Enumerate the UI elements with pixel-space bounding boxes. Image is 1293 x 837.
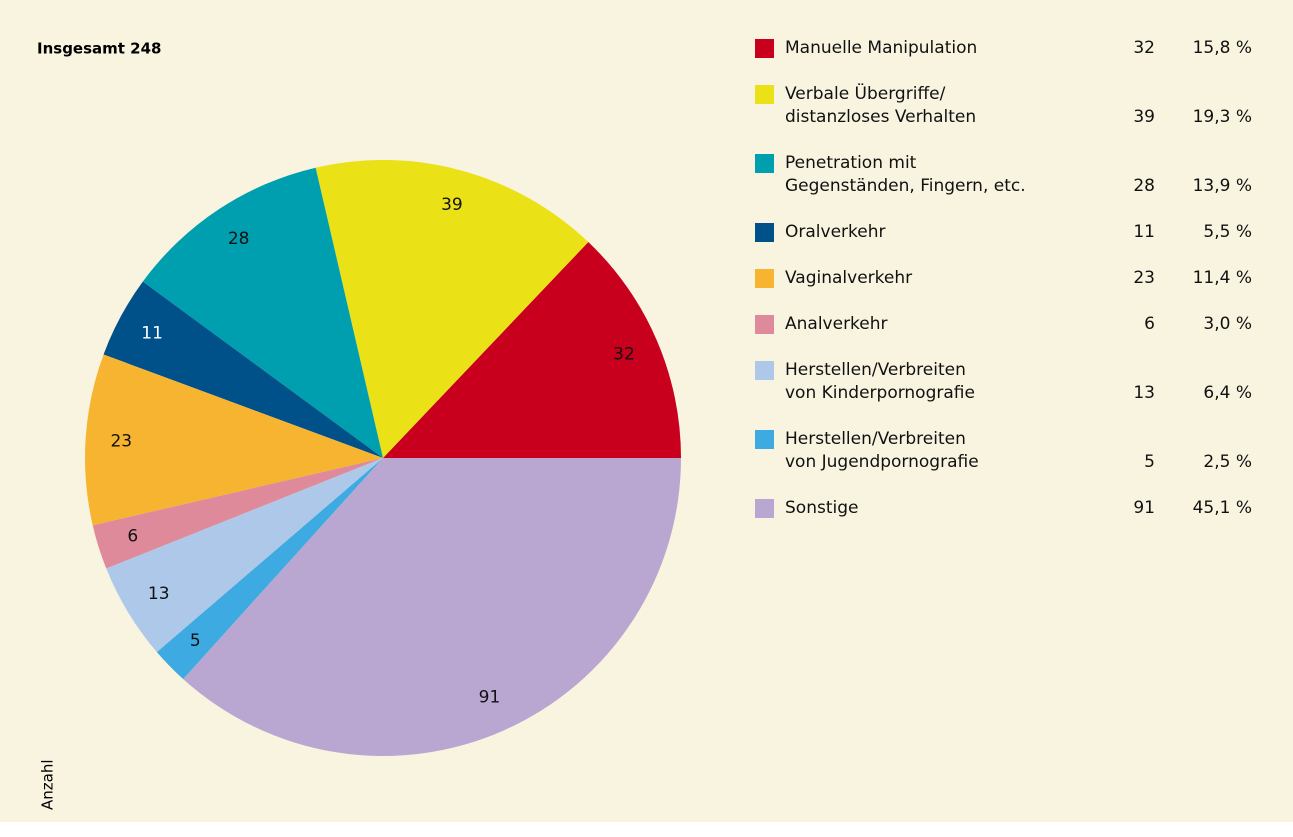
legend-item: Oralverkehr 11 5,5 %: [755, 221, 1265, 244]
legend-swatch: [755, 499, 774, 518]
slice-label: 5: [190, 631, 201, 651]
legend-count: 13: [1133, 383, 1155, 403]
legend-swatch: [755, 315, 774, 334]
legend-swatch: [755, 430, 774, 449]
legend-swatch: [755, 361, 774, 380]
slice-label: 28: [228, 229, 250, 249]
legend-count: 28: [1133, 176, 1155, 196]
legend-label: Sonstige: [785, 498, 859, 518]
legend-count: 23: [1133, 268, 1155, 288]
legend-percentage: 3,0 %: [1203, 314, 1252, 334]
legend-item: Manuelle Manipulation 32 15,8 %: [755, 37, 1265, 60]
legend-swatch: [755, 154, 774, 173]
axis-label: Anzahl: [39, 759, 57, 810]
pie-slice: [142, 167, 383, 459]
legend-swatch: [755, 85, 774, 104]
pie-slice: [85, 354, 384, 526]
legend-percentage: 15,8 %: [1192, 38, 1252, 58]
legend-percentage: 13,9 %: [1192, 176, 1252, 196]
legend-label: Herstellen/Verbreiten von Jugendpornogra…: [785, 429, 979, 472]
legend-item: Verbale Übergriffe/ distanzloses Verhalt…: [755, 83, 1265, 129]
slice-label: 13: [148, 584, 170, 604]
legend-item: Penetration mit Gegenständen, Fingern, e…: [755, 152, 1265, 198]
slice-label: 11: [141, 324, 163, 344]
legend-label: Vaginalverkehr: [785, 268, 913, 288]
legend-swatch: [755, 269, 774, 288]
legend-label: Analverkehr: [785, 314, 888, 334]
legend-percentage: 6,4 %: [1203, 383, 1252, 403]
legend-label: Oralverkehr: [785, 222, 886, 242]
legend-percentage: 45,1 %: [1192, 498, 1252, 518]
legend-count: 32: [1133, 38, 1155, 58]
legend-swatch: [755, 39, 774, 58]
legend-percentage: 5,5 %: [1203, 222, 1252, 242]
pie-slice: [183, 458, 681, 757]
legend-count: 5: [1144, 452, 1155, 472]
legend-label: Penetration mit Gegenständen, Fingern, e…: [785, 153, 1026, 196]
legend-percentage: 11,4 %: [1192, 268, 1252, 288]
legend-label: Verbale Übergriffe/ distanzloses Verhalt…: [785, 84, 977, 127]
legend-item: Analverkehr 6 3,0 %: [755, 313, 1265, 336]
legend-label: Manuelle Manipulation: [785, 38, 978, 58]
slice-label: 23: [110, 431, 132, 451]
pie-slice: [103, 281, 383, 458]
legend-item: Herstellen/Verbreiten von Jugendpornogra…: [755, 428, 1265, 474]
slice-label: 39: [441, 195, 463, 215]
pie-slice: [106, 458, 383, 653]
pie-slice: [315, 160, 589, 459]
legend-item: Sonstige 91 45,1 %: [755, 497, 1265, 520]
legend-count: 39: [1133, 107, 1155, 127]
legend-count: 6: [1144, 314, 1155, 334]
legend-item: Vaginalverkehr 23 11,4 %: [755, 267, 1265, 290]
pie-slice: [92, 458, 384, 569]
legend-percentage: 2,5 %: [1203, 452, 1252, 472]
slice-label: 6: [127, 527, 138, 547]
legend-count: 91: [1133, 498, 1155, 518]
legend-swatch: [755, 223, 774, 242]
chart-title: Insgesamt 248: [37, 40, 161, 58]
legend-label: Herstellen/Verbreiten von Kinderpornogra…: [785, 360, 975, 403]
pie-slice: [383, 242, 681, 458]
pie-slice: [156, 458, 383, 680]
slice-label: 32: [613, 345, 635, 365]
legend-item: Herstellen/Verbreiten von Kinderpornogra…: [755, 359, 1265, 405]
legend-percentage: 19,3 %: [1192, 107, 1252, 127]
slice-label: 91: [479, 688, 501, 708]
legend-count: 11: [1133, 222, 1155, 242]
